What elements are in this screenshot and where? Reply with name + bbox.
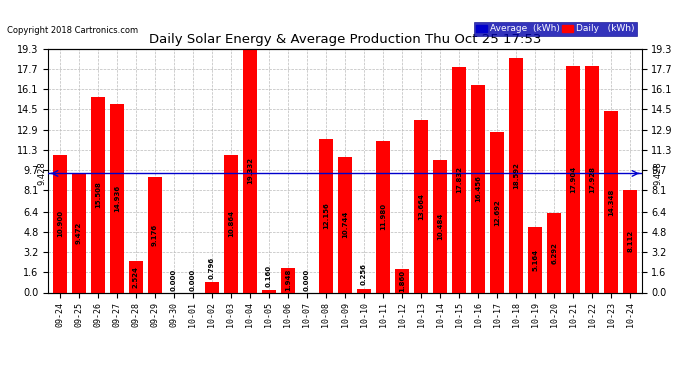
Text: 9.428: 9.428	[653, 162, 662, 185]
Text: 18.592: 18.592	[513, 162, 519, 189]
Text: Copyright 2018 Cartronics.com: Copyright 2018 Cartronics.com	[7, 26, 138, 35]
Text: 0.160: 0.160	[266, 265, 272, 287]
Bar	[604, 111, 618, 292]
Bar	[471, 85, 485, 292]
Text: 8.112: 8.112	[627, 230, 633, 252]
Text: 16.456: 16.456	[475, 175, 481, 202]
Bar	[52, 155, 67, 292]
Bar	[243, 48, 257, 292]
Bar	[547, 213, 562, 292]
Bar	[566, 66, 580, 292]
Text: 17.832: 17.832	[456, 166, 462, 194]
Text: 2.524: 2.524	[132, 266, 139, 288]
Bar	[376, 141, 390, 292]
Text: 12.156: 12.156	[323, 202, 329, 229]
Bar	[623, 190, 638, 292]
Bar	[490, 132, 504, 292]
Bar	[452, 67, 466, 292]
Text: 17.904: 17.904	[570, 166, 576, 193]
Text: 10.744: 10.744	[342, 211, 348, 238]
Text: 12.692: 12.692	[494, 199, 500, 226]
Text: 0.796: 0.796	[209, 256, 215, 279]
Text: 5.164: 5.164	[532, 249, 538, 271]
Text: 19.332: 19.332	[247, 157, 253, 184]
Bar	[148, 177, 162, 292]
Text: 0.000: 0.000	[171, 268, 177, 291]
Bar	[395, 269, 409, 292]
Bar	[585, 66, 600, 292]
Bar	[205, 282, 219, 292]
Text: 0.000: 0.000	[190, 268, 196, 291]
Bar	[509, 58, 523, 292]
Bar	[357, 289, 371, 292]
Text: 14.348: 14.348	[609, 188, 614, 216]
Text: 14.936: 14.936	[114, 184, 120, 212]
Bar	[110, 104, 124, 292]
Text: 15.508: 15.508	[95, 181, 101, 208]
Text: 11.980: 11.980	[380, 203, 386, 230]
Bar	[90, 97, 105, 292]
Bar	[281, 268, 295, 292]
Text: 0.000: 0.000	[304, 268, 310, 291]
Text: 6.292: 6.292	[551, 242, 558, 264]
Bar	[319, 139, 333, 292]
Bar	[528, 227, 542, 292]
Text: 1.948: 1.948	[285, 269, 291, 291]
Bar	[433, 160, 447, 292]
Title: Daily Solar Energy & Average Production Thu Oct 25 17:53: Daily Solar Energy & Average Production …	[149, 33, 541, 46]
Bar	[128, 261, 143, 292]
Legend: Average  (kWh), Daily   (kWh): Average (kWh), Daily (kWh)	[473, 22, 637, 36]
Bar	[338, 157, 352, 292]
Bar	[72, 173, 86, 292]
Text: 10.864: 10.864	[228, 210, 234, 237]
Text: 10.484: 10.484	[437, 213, 443, 240]
Text: 9.428: 9.428	[38, 162, 47, 185]
Text: 9.472: 9.472	[76, 222, 81, 244]
Text: 0.256: 0.256	[361, 264, 367, 285]
Text: 1.860: 1.860	[399, 270, 405, 292]
Bar	[414, 120, 428, 292]
Bar	[262, 291, 276, 292]
Text: 13.664: 13.664	[418, 193, 424, 220]
Text: 17.928: 17.928	[589, 166, 595, 193]
Bar	[224, 155, 238, 292]
Text: 10.900: 10.900	[57, 210, 63, 237]
Text: 9.176: 9.176	[152, 224, 158, 246]
